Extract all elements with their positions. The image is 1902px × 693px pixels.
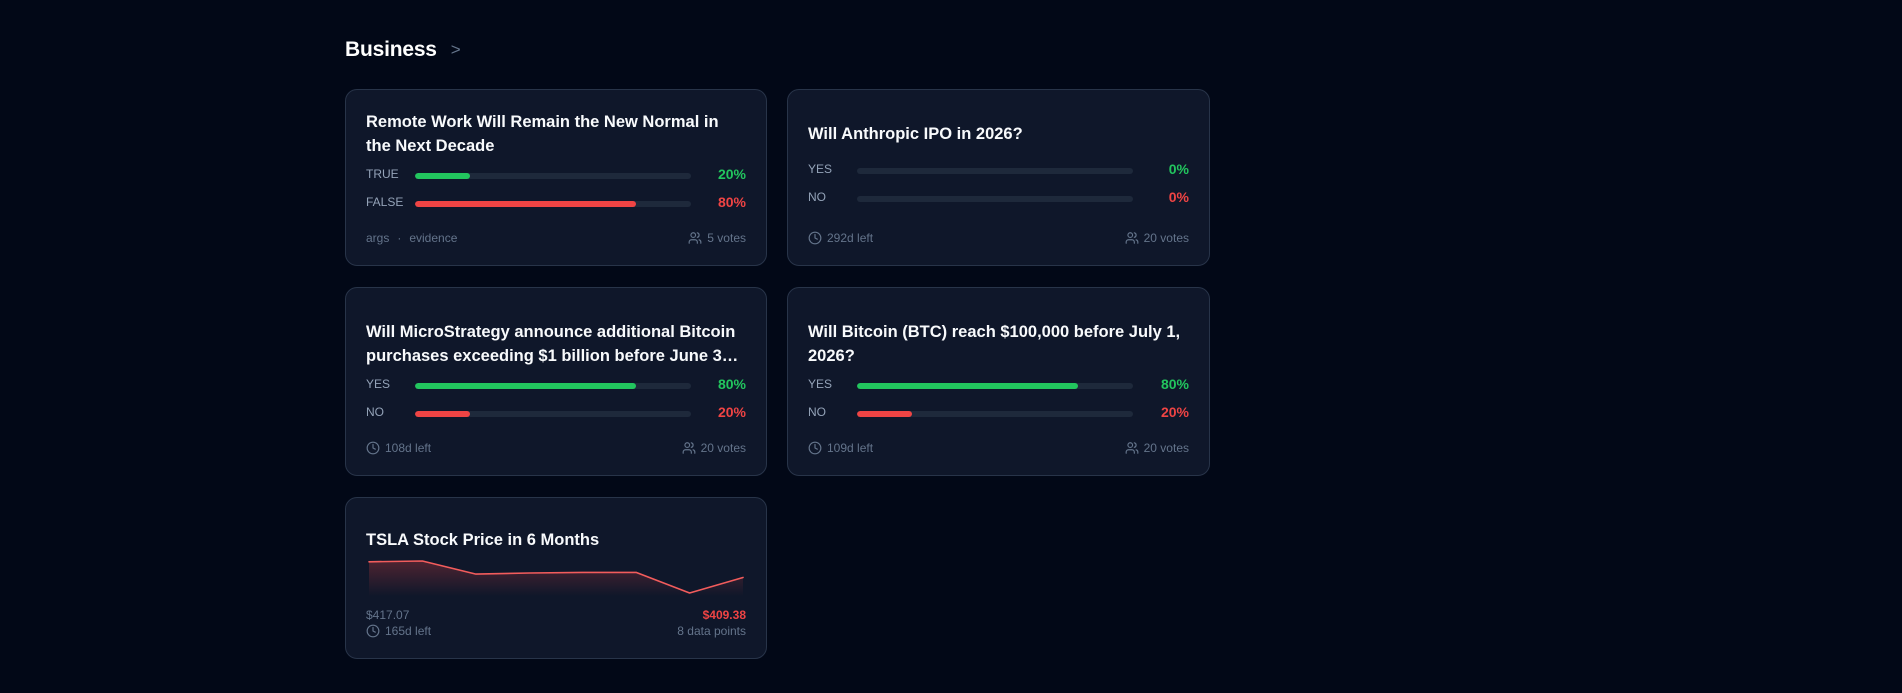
progress-track [857,383,1133,389]
clock-icon [366,441,380,455]
option-percent: 0% [1168,189,1189,205]
users-icon [688,231,702,245]
progress-fill [415,411,471,417]
option-percent: 80% [717,194,746,210]
card-title: Will MicroStrategy announce additional B… [366,323,736,365]
market-card-remote-work[interactable]: Remote Work Will Remain the New Normal i… [345,89,767,266]
progress-track [415,201,691,207]
sparkline-chart [368,560,744,596]
evidence-link[interactable]: evidence [409,231,458,245]
option-label: NO [366,405,384,419]
time-left: 108d left [366,441,431,455]
card-meta: args · evidence [366,231,457,245]
progress-track [857,168,1133,174]
progress-track [415,411,691,417]
separator-dot: · [397,231,402,245]
option-row: FALSE 80% [366,193,746,213]
time-left: 292d left [808,231,873,245]
option-row: NO 0% [808,188,1189,208]
time-left: 109d left [808,441,873,455]
option-label: TRUE [366,167,399,181]
votes-text: 20 votes [1143,231,1189,245]
clock-icon [366,624,380,638]
time-left-text: 109d left [827,441,874,455]
users-icon [1125,231,1139,245]
option-row: NO 20% [366,403,746,423]
progress-fill [857,383,1078,389]
option-percent: 20% [717,166,746,182]
option-label: FALSE [366,195,404,209]
progress-fill [857,411,913,417]
option-row: TRUE 20% [366,165,746,185]
time-left-text: 292d left [827,231,874,245]
votes-text: 20 votes [1143,441,1189,455]
card-title: Remote Work Will Remain the New Normal i… [366,113,719,155]
option-percent: 80% [1160,376,1189,392]
votes-text: 20 votes [700,441,746,455]
votes-text: 5 votes [707,231,746,245]
option-row: YES 80% [808,375,1189,395]
option-label: YES [808,162,833,176]
vote-count: 20 votes [1125,231,1189,245]
progress-track [415,173,691,179]
card-title: Will Anthropic IPO in 2026? [808,125,1023,143]
users-icon [1125,441,1139,455]
progress-track [857,411,1133,417]
current-price: $409.38 [702,608,746,622]
progress-fill [415,173,471,179]
time-left-text: 165d left [385,624,432,638]
data-points-count: 8 data points [677,624,746,638]
option-label: YES [366,377,391,391]
clock-icon [808,231,822,245]
sparkline-area [369,561,743,596]
market-card-tsla[interactable]: TSLA Stock Price in 6 Months $417.07 $40… [345,497,767,659]
sparkline-line [368,560,744,594]
option-row: YES 0% [808,160,1189,180]
market-card-bitcoin[interactable]: Will Bitcoin (BTC) reach $100,000 before… [787,287,1210,476]
option-label: NO [808,190,826,204]
progress-track [857,196,1133,202]
args-link[interactable]: args [366,231,390,245]
option-percent: 0% [1168,161,1189,177]
time-left: 165d left [366,624,431,638]
vote-count: 20 votes [1125,441,1189,455]
time-left-text: 108d left [385,441,432,455]
option-percent: 80% [717,376,746,392]
clock-icon [808,441,822,455]
chevron-right-icon[interactable]: > [450,40,461,59]
option-row: NO 20% [808,403,1189,423]
users-icon [682,441,696,455]
option-percent: 20% [717,404,746,420]
progress-fill [415,383,636,389]
start-price: $417.07 [366,608,410,622]
progress-track [415,383,691,389]
option-label: NO [808,405,826,419]
card-title: TSLA Stock Price in 6 Months [366,531,600,549]
section-title: Business [345,38,437,61]
vote-count: 5 votes [688,231,746,245]
market-card-anthropic-ipo[interactable]: Will Anthropic IPO in 2026? YES 0% NO 0%… [787,89,1210,266]
option-row: YES 80% [366,375,746,395]
option-percent: 20% [1160,404,1189,420]
progress-fill [415,201,636,207]
market-card-microstrategy[interactable]: Will MicroStrategy announce additional B… [345,287,767,476]
card-title: Will Bitcoin (BTC) reach $100,000 before… [808,323,1181,365]
option-label: YES [808,377,833,391]
section-header[interactable]: Business > [345,38,461,62]
vote-count: 20 votes [682,441,746,455]
